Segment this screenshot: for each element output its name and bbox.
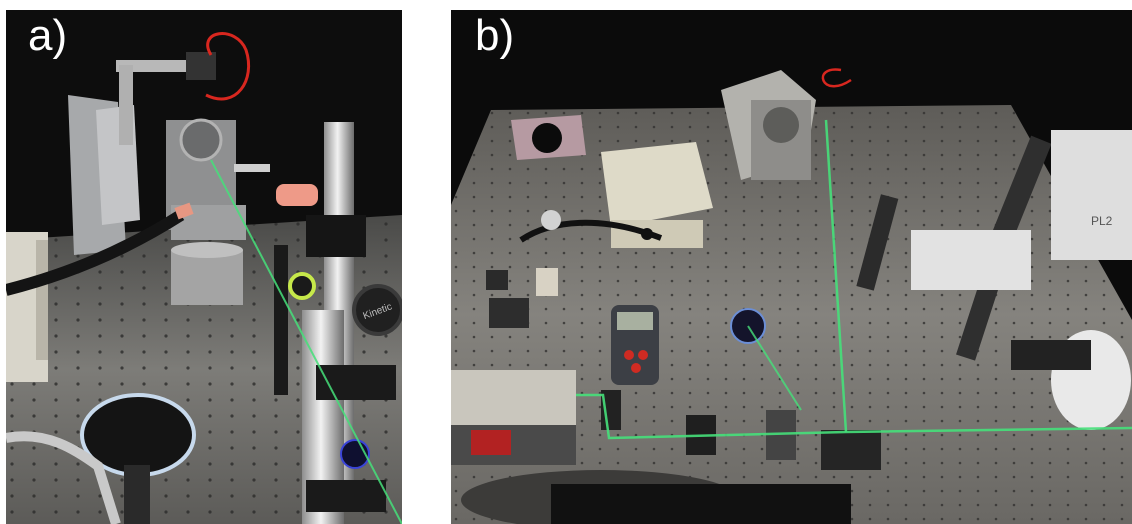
instrument-box-right	[1051, 130, 1132, 260]
pink-tube	[276, 184, 318, 206]
round-mirror	[82, 395, 194, 475]
lens-mount	[352, 284, 402, 336]
photo-panel-a: Kinetic a)	[6, 10, 402, 524]
laser-head	[451, 370, 576, 425]
fiber-cable	[6, 209, 185, 296]
panel-label-a: a)	[28, 11, 68, 60]
optical-setup-photo-a: Kinetic	[6, 10, 402, 524]
laser-beam	[576, 393, 1132, 440]
small-mount	[186, 52, 216, 80]
power-supply	[601, 142, 713, 228]
panel-label-b: b)	[475, 11, 515, 60]
post-clamp	[316, 365, 396, 400]
device-text: PL2	[1091, 214, 1113, 228]
optical-setup-photo-b: PL2	[451, 10, 1132, 524]
photo-panel-b: PL2 b)	[451, 10, 1132, 524]
red-cable	[205, 32, 251, 101]
post-base	[171, 250, 243, 305]
laser-beam	[210, 159, 402, 524]
